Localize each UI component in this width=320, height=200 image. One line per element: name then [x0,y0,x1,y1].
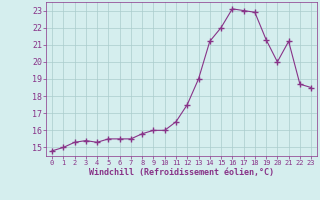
X-axis label: Windchill (Refroidissement éolien,°C): Windchill (Refroidissement éolien,°C) [89,168,274,177]
